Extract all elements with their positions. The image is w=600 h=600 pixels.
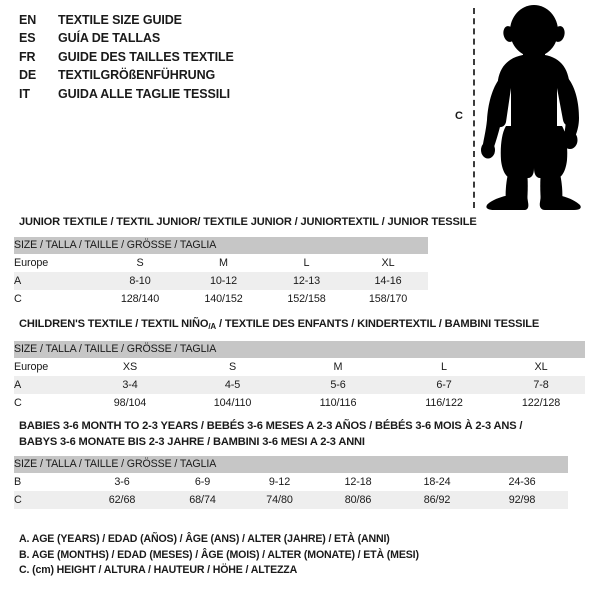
section-title-babies-line1: BABIES 3-6 MONTH TO 2-3 YEARS / BEBÉS 3-… (19, 420, 523, 432)
children-row-label-europe: Europe (14, 357, 80, 376)
language-row-it: IT GUIDA ALLE TAGLIE TESSILI (19, 87, 319, 105)
height-measure-label: C (455, 110, 463, 122)
language-title-fr: GUIDE DES TAILLES TEXTILE (58, 49, 234, 64)
junior-europe-m: M (182, 253, 265, 272)
babies-table-row-b: B 3-6 6-9 9-12 12-18 18-24 24-36 (14, 473, 569, 491)
children-size-table: SIZE / TALLA / TAILLE / GRÖSSE / TAGLIA … (14, 340, 586, 412)
babies-table-header-row: SIZE / TALLA / TAILLE / GRÖSSE / TAGLIA (14, 456, 569, 473)
language-code-es: ES (19, 31, 36, 46)
children-europe-m: M (285, 357, 391, 376)
junior-europe-xl: XL (348, 253, 429, 272)
junior-europe-s: S (98, 253, 182, 272)
junior-a-m: 10-12 (182, 271, 265, 290)
children-c-l: 116/122 (391, 393, 497, 412)
language-title-de: TEXTILGRÖßENFÜHRUNG (58, 68, 216, 83)
junior-table-row-europe: Europe S M L XL (14, 253, 429, 272)
junior-table-row-c: C 128/140 140/152 152/158 158/170 (14, 289, 429, 308)
junior-table-header-row: SIZE / TALLA / TAILLE / GRÖSSE / TAGLIA (14, 236, 429, 254)
babies-c-68-74: 68/74 (164, 491, 241, 509)
language-code-de: DE (19, 68, 37, 83)
junior-row-label-europe: Europe (14, 253, 98, 272)
babies-c-92-98: 92/98 (476, 491, 569, 509)
language-code-fr: FR (19, 49, 36, 64)
junior-row-label-c: C (14, 289, 98, 308)
legend-line-c: C. (cm) HEIGHT / ALTURA / HAUTEUR / HÖHE… (19, 564, 298, 577)
babies-b-6-9: 6-9 (164, 473, 241, 491)
babies-c-74-80: 74/80 (241, 491, 318, 509)
babies-row-label-c: C (14, 491, 80, 509)
babies-table-row-c: C 62/68 68/74 74/80 80/86 86/92 92/98 (14, 491, 569, 509)
children-row-label-c: C (14, 393, 80, 412)
language-row-es: ES GUÍA DE TALLAS (19, 31, 319, 49)
language-title-es: GUÍA DE TALLAS (58, 31, 161, 46)
babies-b-24-36: 24-36 (476, 473, 569, 491)
height-figure-area: C (440, 4, 600, 212)
section-junior-textile: JUNIOR TEXTILE / TEXTIL JUNIOR/ TEXTILE … (14, 215, 477, 308)
language-row-fr: FR GUIDE DES TAILLES TEXTILE (19, 50, 319, 68)
children-a-xs: 3-4 (80, 375, 180, 394)
junior-header-label: SIZE / TALLA / TAILLE / GRÖSSE / TAGLIA (14, 236, 429, 254)
children-table-row-c: C 98/104 104/110 110/116 116/122 122/128 (14, 393, 586, 412)
children-europe-xs: XS (80, 357, 180, 376)
children-a-s: 4-5 (180, 375, 285, 394)
children-table-row-a: A 3-4 4-5 5-6 6-7 7-8 (14, 375, 586, 394)
language-title-en: TEXTILE SIZE GUIDE (58, 13, 182, 27)
junior-c-s: 128/140 (98, 289, 182, 308)
babies-c-86-92: 86/92 (398, 491, 476, 509)
legend-line-b: B. AGE (MONTHS) / EDAD (MESES) / ÂGE (MO… (19, 548, 419, 561)
junior-c-l: 152/158 (265, 289, 348, 308)
section-title-children-pre: CHILDREN'S TEXTILE / TEXTIL NIÑO (19, 318, 209, 330)
language-code-it: IT (19, 86, 30, 101)
children-c-xl: 122/128 (497, 393, 586, 412)
language-title-it: GUIDA ALLE TAGLIE TESSILI (58, 86, 231, 101)
measurement-legend: A. AGE (YEARS) / EDAD (AÑOS) / ÂGE (ANS)… (19, 532, 419, 579)
children-table-header-row: SIZE / TALLA / TAILLE / GRÖSSE / TAGLIA (14, 340, 586, 358)
section-title-children-post: / TEXTILE DES ENFANTS / KINDERTEXTIL / B… (216, 318, 540, 330)
junior-a-s: 8-10 (98, 271, 182, 290)
babies-b-18-24: 18-24 (398, 473, 476, 491)
babies-size-table: SIZE / TALLA / TAILLE / GRÖSSE / TAGLIA … (14, 456, 569, 509)
height-measure-dashed-line (473, 8, 475, 208)
section-babies-textile: BABIES 3-6 MONTH TO 2-3 YEARS / BEBÉS 3-… (14, 419, 569, 509)
children-header-label: SIZE / TALLA / TAILLE / GRÖSSE / TAGLIA (14, 340, 586, 358)
section-children-textile: CHILDREN'S TEXTILE / TEXTIL NIÑO/A / TEX… (14, 317, 586, 412)
children-a-l: 6-7 (391, 375, 497, 394)
junior-c-m: 140/152 (182, 289, 265, 308)
section-title-babies-line2: BABYS 3-6 MONATE BIS 2-3 JAHRE / BAMBINI… (19, 435, 365, 448)
language-row-en: EN TEXTILE SIZE GUIDE (19, 13, 319, 31)
section-title-junior: JUNIOR TEXTILE / TEXTIL JUNIOR/ TEXTILE … (19, 216, 477, 228)
children-europe-xl: XL (497, 357, 586, 376)
children-c-s: 104/110 (180, 393, 285, 412)
children-a-m: 5-6 (285, 375, 391, 394)
babies-row-label-b: B (14, 473, 80, 491)
junior-a-xl: 14-16 (348, 271, 429, 290)
child-silhouette-icon (481, 5, 581, 210)
junior-row-label-a: A (14, 271, 98, 290)
babies-header-label: SIZE / TALLA / TAILLE / GRÖSSE / TAGLIA (14, 456, 569, 473)
junior-a-l: 12-13 (265, 271, 348, 290)
children-c-m: 110/116 (285, 393, 391, 412)
babies-b-12-18: 12-18 (318, 473, 398, 491)
junior-c-xl: 158/170 (348, 289, 429, 308)
children-europe-l: L (391, 357, 497, 376)
junior-table-row-a: A 8-10 10-12 12-13 14-16 (14, 271, 429, 290)
junior-size-table: SIZE / TALLA / TAILLE / GRÖSSE / TAGLIA … (14, 236, 429, 308)
language-title-block: EN TEXTILE SIZE GUIDE ES GUÍA DE TALLAS … (19, 13, 319, 105)
babies-c-80-86: 80/86 (318, 491, 398, 509)
section-title-children-subscript: /A (208, 322, 217, 331)
children-a-xl: 7-8 (497, 375, 586, 394)
children-europe-s: S (180, 357, 285, 376)
children-c-xs: 98/104 (80, 393, 180, 412)
legend-line-a: A. AGE (YEARS) / EDAD (AÑOS) / ÂGE (ANS)… (19, 533, 390, 545)
babies-c-62-68: 62/68 (80, 491, 164, 509)
junior-europe-l: L (265, 253, 348, 272)
language-code-en: EN (19, 13, 37, 27)
children-table-row-europe: Europe XS S M L XL (14, 357, 586, 376)
section-title-children: CHILDREN'S TEXTILE / TEXTIL NIÑO/A / TEX… (14, 317, 585, 335)
babies-b-9-12: 9-12 (241, 473, 318, 491)
language-row-de: DE TEXTILGRÖßENFÜHRUNG (19, 68, 319, 86)
children-row-label-a: A (14, 375, 80, 394)
babies-b-3-6: 3-6 (80, 473, 164, 491)
